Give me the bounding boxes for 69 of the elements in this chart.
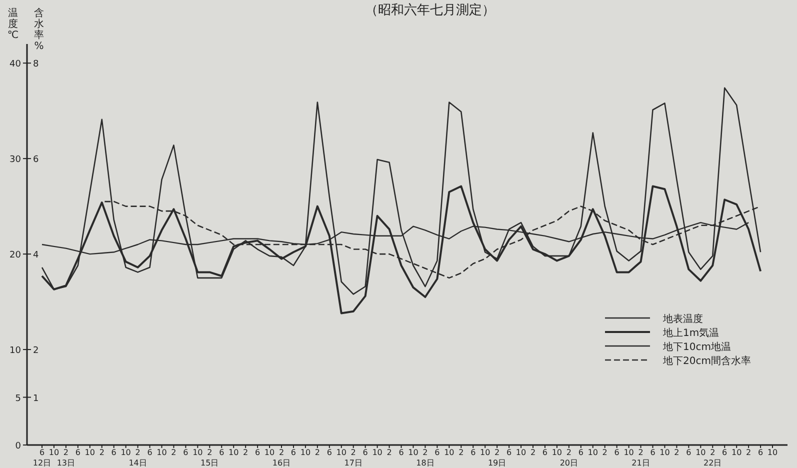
x-tick-label: 10 <box>156 448 167 457</box>
x-tick-label: 6 <box>434 448 440 457</box>
x-tick-label: 6 <box>290 448 296 457</box>
y-tick-label: 30 <box>10 155 22 166</box>
x-tick-label: 6 <box>111 448 116 457</box>
x-tick-label: 2 <box>602 448 608 457</box>
x-tick-label: 6 <box>362 448 368 457</box>
y-tick-label: 5 <box>15 394 21 404</box>
x-tick-label: 6 <box>686 448 692 457</box>
y-tick-label: 10 <box>10 346 22 356</box>
x-tick-label: 10 <box>624 448 634 457</box>
x-tick-label: 6 <box>650 448 656 457</box>
x-tick-label: 2 <box>674 448 680 457</box>
x-tick-label: 6 <box>614 448 620 457</box>
x-tick-label: 2 <box>530 448 536 457</box>
x-tick-label: 10 <box>444 448 454 457</box>
x-tick-label: 10 <box>264 448 275 457</box>
x-tick-label: 10 <box>731 448 742 457</box>
legend-label: 地表温度 <box>662 313 703 325</box>
x-tick-label: 6 <box>758 448 764 457</box>
x-tick-label: 6 <box>326 448 332 457</box>
chart-title: （昭和六年七月測定） <box>365 3 495 18</box>
x-tick-label: 2 <box>99 448 104 457</box>
x-tick-label: 6 <box>722 448 728 457</box>
x-tick-label: 10 <box>300 448 311 457</box>
x-tick-label: 10 <box>552 448 562 457</box>
x-tick-label: 10 <box>516 448 526 457</box>
y2-tick-label: 6 <box>33 155 39 166</box>
y-tick-label: 20 <box>10 250 22 261</box>
legend-label: 地下10cm地温 <box>662 341 731 353</box>
x-tick-label: 6 <box>578 448 584 457</box>
x-tick-label: 2 <box>243 448 248 457</box>
y-tick-label: 0 <box>15 442 22 452</box>
x-tick-label: 2 <box>171 448 176 457</box>
y2-tick-label: 1 <box>33 394 39 404</box>
x-tick-label: 6 <box>75 448 80 457</box>
y2-tick-label: 2 <box>33 346 39 356</box>
x-tick-label: 6 <box>398 448 404 457</box>
x-tick-label: 10 <box>408 448 418 457</box>
y2-axis-title: 含水率% <box>34 8 44 52</box>
x-tick-label: 10 <box>372 448 382 457</box>
x-tick-label: 10 <box>480 448 490 457</box>
x-tick-label: 10 <box>767 448 778 457</box>
x-tick-label: 6 <box>219 448 224 457</box>
x-tick-label: 10 <box>120 448 131 457</box>
x-tick-label: 6 <box>255 448 260 457</box>
x-tick-label: 2 <box>314 448 320 457</box>
x-tick-label: 10 <box>84 448 95 457</box>
y-axis-title: 温度℃ <box>7 8 19 41</box>
x-tick-label: 6 <box>183 448 188 457</box>
x-tick-label: 2 <box>746 448 752 457</box>
x-tick-label: 6 <box>147 448 152 457</box>
x-tick-label: 10 <box>696 448 706 457</box>
y2-tick-label: 8 <box>33 60 39 70</box>
x-tick-label: 10 <box>660 448 670 457</box>
x-tick-label: 2 <box>458 448 464 457</box>
x-tick-label: 6 <box>506 448 512 457</box>
legend-label: 地上1m気温 <box>662 327 720 339</box>
x-tick-label: 2 <box>386 448 392 457</box>
x-tick-label: 10 <box>192 448 203 457</box>
x-tick-label: 10 <box>228 448 239 457</box>
y-tick-label: 40 <box>10 60 22 70</box>
x-tick-label: 10 <box>48 448 60 457</box>
x-tick-label: 6 <box>542 448 548 457</box>
legend-label: 地下20cm間含水率 <box>662 355 751 367</box>
x-tick-label: 10 <box>336 448 346 457</box>
x-tick-label: 10 <box>588 448 598 457</box>
x-tick-label: 6 <box>470 448 476 457</box>
y2-tick-label: 4 <box>33 250 39 261</box>
